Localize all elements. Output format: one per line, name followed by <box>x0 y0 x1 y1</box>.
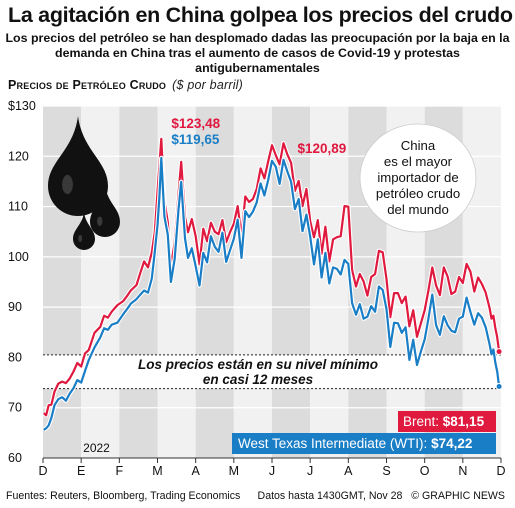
end-value-labels: Brent: $81,15 West Texas Intermediate (WT… <box>232 411 496 454</box>
band-fill <box>43 354 501 389</box>
x-tick-label: S <box>382 464 390 478</box>
callout-line2: es el mayor <box>384 154 453 169</box>
chart-heading-label: Precios de Petróleo Crudo <box>8 78 167 92</box>
year-label: 2022 <box>83 441 110 455</box>
brent-value-box <box>398 411 496 432</box>
x-tick-label: O <box>420 464 430 478</box>
callout-line3: importador de <box>377 170 458 185</box>
y-tick-label: 60 <box>8 451 22 465</box>
drop-highlight <box>62 174 73 195</box>
x-tick-label: D <box>38 464 47 478</box>
page-title: La agitación en China golpea los precios… <box>8 3 513 27</box>
wti-value-text: West Texas Intermediate (WTI): $74,22 <box>238 436 472 451</box>
brent-value-text: Brent: $81,15 <box>403 414 485 429</box>
page-subtitle: Los precios del petróleo se han desploma… <box>5 31 510 75</box>
chart-unit-label: ($ por barril) <box>172 78 244 92</box>
x-tick-label: F <box>116 464 124 478</box>
chart-heading: Precios de Petróleo Crudo ($ por barril) <box>8 78 243 92</box>
footer-data-note: Datos hasta 1430GMT, Nov 28 <box>257 490 403 502</box>
medium-drop <box>90 185 120 237</box>
x-tick-label: D <box>496 464 505 478</box>
y-tick-label: 110 <box>8 200 28 214</box>
y-axis: 60 70 80 90 100 110 120 $130 <box>8 99 36 465</box>
x-tick-label: A <box>191 464 200 478</box>
small-drop <box>73 212 95 250</box>
x-tick-label: N <box>458 464 467 478</box>
footer-credit: © GRAPHIC NEWS <box>411 490 505 502</box>
oil-drops-icon <box>48 116 120 250</box>
x-tick-label: E <box>77 464 85 478</box>
x-tick-label: M <box>229 464 239 478</box>
wti-peak-label: $119,65 <box>171 132 220 147</box>
band-text-line2: en casi 12 meses <box>203 372 314 387</box>
footer-sources: Fuentes: Reuters, Bloomberg, Trading Eco… <box>6 490 241 502</box>
brent-line <box>43 137 501 417</box>
drop-highlight <box>97 216 103 227</box>
y-tick-label: $130 <box>8 99 36 113</box>
wti-label: West Texas Intermediate (WTI): <box>238 436 431 451</box>
y-tick-label: 90 <box>8 300 22 314</box>
large-drop <box>48 116 108 216</box>
y-tick-label: 120 <box>8 149 29 163</box>
brent-june-peak-label: $120,89 <box>297 141 346 156</box>
band-text-line1: Los precios están en su nivel mínimo <box>138 357 378 372</box>
callout-line1: China <box>401 138 436 153</box>
brent-value: $81,15 <box>443 414 485 429</box>
wti-value: $74,22 <box>431 436 472 451</box>
brent-label: Brent: <box>403 414 443 429</box>
callout-line4: petróleo crudo <box>376 186 460 201</box>
y-tick-label: 100 <box>8 250 29 264</box>
drop-highlight <box>78 234 83 242</box>
brent-end-point <box>495 348 503 356</box>
y-tick-label: 80 <box>8 350 22 364</box>
footer-right: Datos hasta 1430GMT, Nov 28 © GRAPHIC NE… <box>258 490 505 502</box>
brent-peak-label: $123,48 <box>171 116 220 131</box>
x-tick-label: M <box>152 464 162 478</box>
callout-circle <box>359 123 477 233</box>
wti-line <box>43 156 501 431</box>
x-axis: D E F M A M J J A S O N D 2022 <box>38 441 505 478</box>
y-tick-label: 70 <box>8 401 22 415</box>
x-tick-label: J <box>269 464 275 478</box>
month-band <box>233 106 272 458</box>
x-tick-label: A <box>344 464 353 478</box>
footer: Fuentes: Reuters, Bloomberg, Trading Eco… <box>6 490 511 502</box>
x-tick-label: J <box>307 464 313 478</box>
callout-line5: del mundo <box>387 202 449 217</box>
annotations: $123,48$119,65 $120,89 <box>171 116 346 156</box>
wti-value-box <box>232 433 496 454</box>
wti-end-point <box>495 382 503 390</box>
series-lines <box>42 136 503 432</box>
